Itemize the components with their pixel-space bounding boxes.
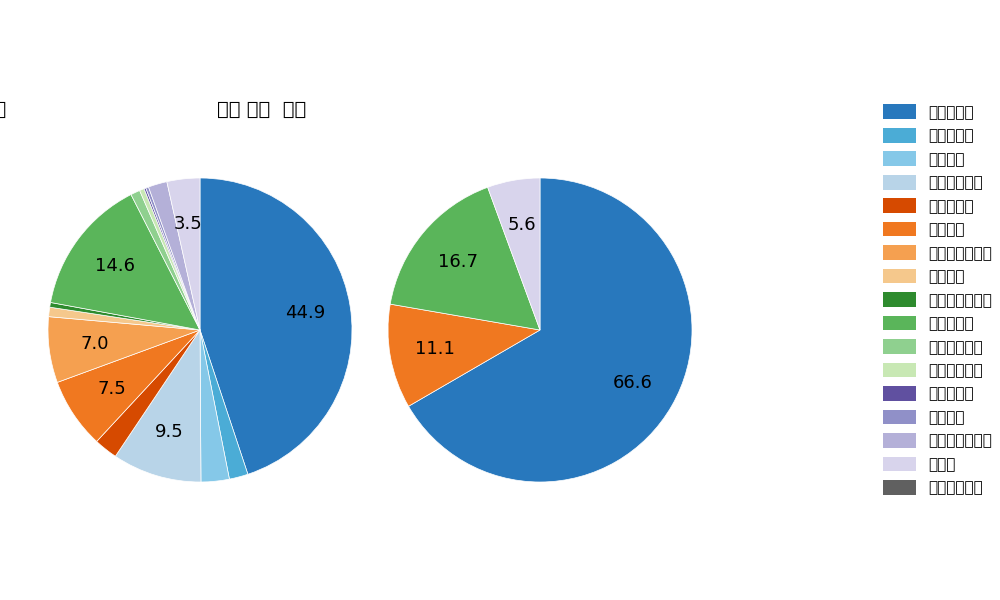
Text: 7.0: 7.0 [80,335,109,353]
Wedge shape [97,330,200,456]
Wedge shape [51,194,200,330]
Wedge shape [167,178,200,330]
Wedge shape [144,188,200,330]
Text: 14.6: 14.6 [95,257,135,275]
Text: 11.1: 11.1 [415,340,455,358]
Wedge shape [390,187,540,330]
Legend: ストレート, ツーシーム, シュート, カットボール, スプリット, フォーク, チェンジアップ, シンカー, 高速スライダー, スライダー, 縦スライダー, : ストレート, ツーシーム, シュート, カットボール, スプリット, フォーク,… [883,104,992,496]
Wedge shape [388,304,540,406]
Wedge shape [200,330,248,479]
Wedge shape [50,302,200,330]
Text: 9.5: 9.5 [155,423,184,441]
Wedge shape [149,182,200,330]
Text: 44.9: 44.9 [285,304,325,322]
Text: 16.7: 16.7 [438,253,478,271]
Wedge shape [200,330,229,482]
Wedge shape [488,178,540,330]
Text: 3.5: 3.5 [174,215,203,233]
Wedge shape [140,188,200,330]
Wedge shape [409,178,692,482]
Text: 5.6: 5.6 [507,216,536,234]
Text: 茶谷 健太  選手: 茶谷 健太 選手 [217,100,306,119]
Text: 7.5: 7.5 [97,380,126,398]
Wedge shape [115,330,201,482]
Wedge shape [48,317,200,382]
Wedge shape [131,191,200,330]
Wedge shape [57,330,200,442]
Text: 66.6: 66.6 [612,374,652,392]
Wedge shape [146,187,200,330]
Text: パ・リーグ全プレイヤー: パ・リーグ全プレイヤー [0,100,6,119]
Wedge shape [200,178,352,474]
Wedge shape [49,307,200,330]
